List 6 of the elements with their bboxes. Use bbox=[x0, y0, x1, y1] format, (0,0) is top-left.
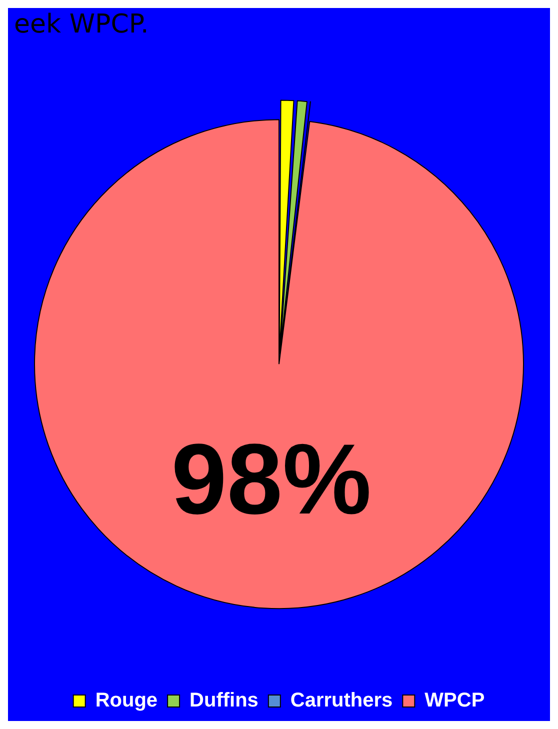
legend-label: Rouge bbox=[95, 690, 158, 712]
legend-label: Carruthers bbox=[290, 690, 393, 712]
legend-label: WPCP bbox=[424, 690, 485, 712]
legend-label: Duffins bbox=[190, 690, 258, 712]
data-label: 98% bbox=[171, 424, 372, 536]
chart-title: eek WPCP. bbox=[14, 9, 149, 40]
